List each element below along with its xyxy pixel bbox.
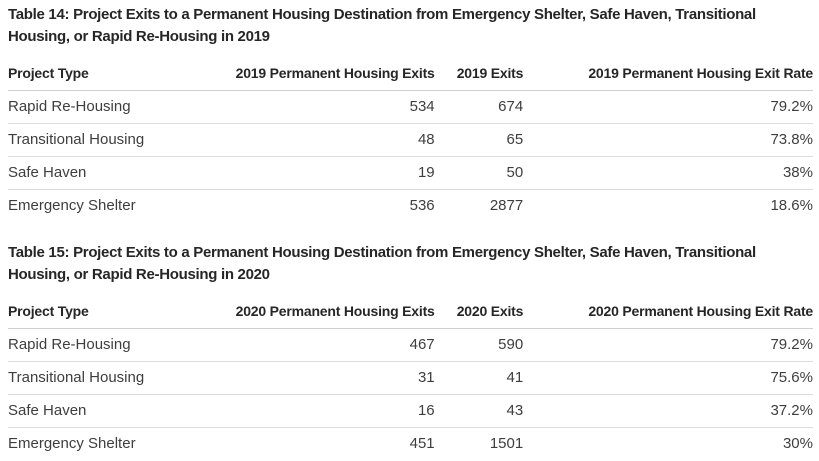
value-cell: 451 xyxy=(409,435,435,452)
value-cell: 16 xyxy=(217,394,435,428)
value-cell: 534 xyxy=(217,90,435,124)
value-cell: 30% xyxy=(782,435,813,452)
value-cell: 536 xyxy=(409,197,435,214)
project-type-cell: Emergency Shelter xyxy=(8,435,136,452)
column-header: 2019 Exits xyxy=(434,63,523,91)
value-cell: 590 xyxy=(434,328,524,362)
table-row: Safe Haven 16 43 37.2% xyxy=(8,394,813,428)
table-14-title: Table 14: Project Exits to a Permanent H… xyxy=(8,6,756,45)
project-type-cell: Safe Haven xyxy=(8,394,218,428)
project-type-cell: Emergency Shelter xyxy=(8,197,136,214)
table-row: Transitional Housing 48 65 73.8% xyxy=(8,123,813,157)
column-header: 2020 Permanent Housing Exit Rate xyxy=(523,301,813,329)
value-cell: 31 xyxy=(217,361,435,395)
table-15-header-row: Project Type 2020 Permanent Housing Exits… xyxy=(8,301,813,329)
value-cell: 37.2% xyxy=(523,394,813,428)
table-15: Project Type 2020 Permanent Housing Exits… xyxy=(8,301,813,460)
table-row: Safe Haven 19 50 38% xyxy=(8,156,813,190)
value-cell: 674 xyxy=(434,90,524,124)
project-type-cell: Safe Haven xyxy=(8,156,218,190)
value-cell: 2877 xyxy=(489,197,524,214)
table-row: Rapid Re-Housing 467 590 79.2% xyxy=(8,328,813,362)
value-cell: 75.6% xyxy=(523,361,813,395)
value-cell: 65 xyxy=(434,123,524,157)
table-14-section: Table 14: Project Exits to a Permanent H… xyxy=(8,4,813,222)
value-cell: 18.6% xyxy=(770,197,813,214)
table-15-section: Table 15: Project Exits to a Permanent H… xyxy=(8,242,813,460)
value-cell: 38% xyxy=(523,156,813,190)
column-header: 2020 Exits xyxy=(434,301,523,329)
value-cell: 19 xyxy=(217,156,435,190)
value-cell: 79.2% xyxy=(523,90,813,124)
value-cell: 43 xyxy=(434,394,524,428)
table-row: Rapid Re-Housing 534 674 79.2% xyxy=(8,90,813,124)
value-cell: 1501 xyxy=(489,435,524,452)
value-cell: 79.2% xyxy=(523,328,813,362)
project-type-cell: Transitional Housing xyxy=(8,361,218,395)
table-row: Transitional Housing 31 41 75.6% xyxy=(8,361,813,395)
value-cell: 50 xyxy=(434,156,524,190)
column-header: Project Type xyxy=(8,63,218,91)
value-cell: 41 xyxy=(434,361,524,395)
table-14: Project Type 2019 Permanent Housing Exits… xyxy=(8,63,813,222)
value-cell: 73.8% xyxy=(523,123,813,157)
table-15-body: Rapid Re-Housing 467 590 79.2% Transitional … xyxy=(8,328,813,461)
table-row: Emergency Shelter 451 1501 30% xyxy=(8,428,813,461)
project-type-cell: Transitional Housing xyxy=(8,123,218,157)
table-14-body: Rapid Re-Housing 534 674 79.2% Transitional … xyxy=(8,90,813,223)
column-header: Project Type xyxy=(8,301,218,329)
project-type-cell: Rapid Re-Housing xyxy=(8,328,218,362)
column-header: 2020 Permanent Housing Exits xyxy=(217,301,435,329)
table-15-title: Table 15: Project Exits to a Permanent H… xyxy=(8,244,756,283)
project-type-cell: Rapid Re-Housing xyxy=(8,90,218,124)
value-cell: 467 xyxy=(217,328,435,362)
table-row: Emergency Shelter 536 2877 18.6% xyxy=(8,190,813,223)
value-cell: 48 xyxy=(217,123,435,157)
table-14-header-row: Project Type 2019 Permanent Housing Exits… xyxy=(8,63,813,91)
column-header: 2019 Permanent Housing Exits xyxy=(217,63,435,91)
column-header: 2019 Permanent Housing Exit Rate xyxy=(523,63,813,91)
